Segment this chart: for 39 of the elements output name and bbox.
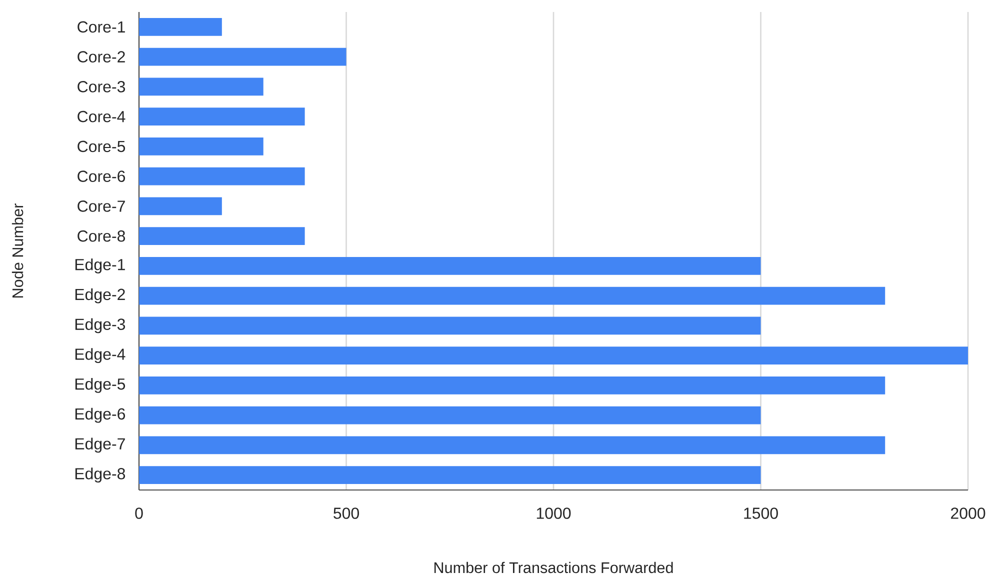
bar xyxy=(139,436,886,454)
bar xyxy=(139,256,761,275)
x-tick-label: 1000 xyxy=(536,508,571,519)
bar xyxy=(139,376,886,394)
bar xyxy=(139,227,305,246)
x-tick-label: 2000 xyxy=(951,508,986,519)
y-tick-label: Core-1 xyxy=(78,21,125,33)
bar xyxy=(139,466,761,484)
bar xyxy=(139,316,761,335)
bar xyxy=(139,346,968,365)
x-axis-title: Number of Transactions Forwarded xyxy=(434,562,673,574)
y-tick-label: Core-2 xyxy=(78,51,125,62)
y-tick-label: Edge-2 xyxy=(75,288,125,304)
x-tick-label: 0 xyxy=(135,508,143,519)
y-tick-label: Edge-1 xyxy=(75,258,125,274)
bar xyxy=(139,137,264,156)
y-tick-label: Core-8 xyxy=(78,230,126,242)
bar xyxy=(139,18,222,36)
bar xyxy=(139,406,761,424)
y-tick-label: Edge-6 xyxy=(75,408,126,423)
y-tick-label: Core-3 xyxy=(78,81,126,92)
y-tick-label: Core-4 xyxy=(78,110,126,122)
y-tick-label: Core-6 xyxy=(78,170,126,182)
y-tick-label: Edge-3 xyxy=(75,318,126,334)
x-tick-label: 500 xyxy=(334,508,359,519)
y-tick-label: Edge-7 xyxy=(75,438,125,453)
bar xyxy=(139,78,264,96)
bar xyxy=(139,48,346,66)
y-tick-label: Core-5 xyxy=(78,140,126,152)
bar xyxy=(139,197,222,216)
y-tick-label: Edge-5 xyxy=(75,378,126,393)
y-tick-label: Edge-4 xyxy=(75,348,126,364)
y-tick-label: Edge-8 xyxy=(75,468,126,483)
y-tick-label: Core-7 xyxy=(78,200,125,212)
bar xyxy=(139,108,305,126)
x-tick-label: 1500 xyxy=(744,508,778,519)
y-axis-title: Node Number xyxy=(12,204,24,298)
bar xyxy=(139,167,305,186)
bar xyxy=(139,286,886,305)
